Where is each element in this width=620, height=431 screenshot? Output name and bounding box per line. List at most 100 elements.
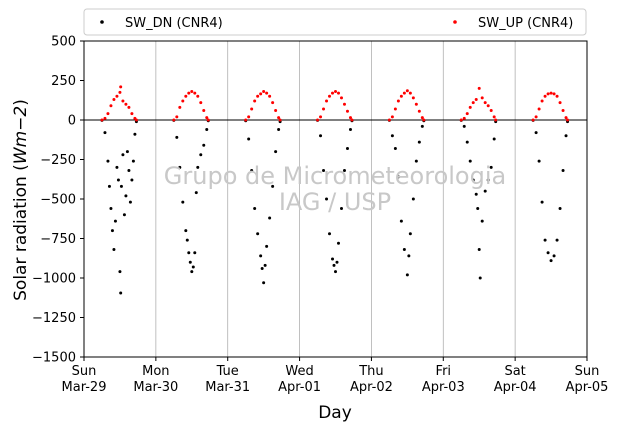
- sw-dn-point: [109, 206, 113, 210]
- sw-up-point: [480, 96, 484, 100]
- sw-up-point: [106, 112, 110, 116]
- legend: SW_DN (CNR4) SW_UP (CNR4): [83, 8, 587, 36]
- sw-dn-point: [106, 159, 110, 163]
- y-tick-label: −750: [40, 232, 76, 247]
- sw-dn-point: [492, 137, 496, 141]
- sw-dn-point: [119, 291, 123, 295]
- sw-up-point: [205, 116, 209, 120]
- sw-up-point: [459, 118, 463, 122]
- y-axis-title: Solar radiation (Wm−2): [11, 99, 31, 301]
- sw-up-point: [462, 116, 466, 120]
- sw-dn-point: [247, 137, 251, 141]
- sw-up-point: [402, 91, 406, 95]
- sw-dn-point: [175, 135, 179, 139]
- x-tick-label-day: Sun: [72, 364, 97, 379]
- sw-up-point: [190, 90, 194, 94]
- sw-dn-point: [549, 259, 553, 263]
- sw-dn-point: [119, 184, 123, 188]
- sw-dn-point: [193, 251, 197, 255]
- sw-up-point: [543, 94, 547, 98]
- sw-dn-point: [124, 194, 128, 198]
- sw-up-point: [411, 96, 415, 100]
- sw-up-point: [342, 102, 346, 106]
- y-tick-label: −250: [40, 153, 76, 168]
- sw-dn-point: [196, 165, 200, 169]
- sw-dn-point: [262, 281, 266, 285]
- sw-up-point: [172, 118, 176, 122]
- sw-up-point: [206, 118, 210, 122]
- sw-dn-point: [471, 178, 475, 182]
- sw-up-point: [109, 104, 113, 108]
- sw-up-point: [328, 94, 332, 98]
- sw-dn-point: [116, 178, 120, 182]
- sw-up-point: [465, 112, 469, 116]
- sw-dn-point: [127, 169, 131, 173]
- sw-dn-point: [268, 216, 272, 220]
- sw-dn-point: [265, 244, 269, 248]
- sw-dn-point: [546, 251, 550, 255]
- x-tick-label-date: Apr-02: [350, 380, 393, 395]
- sw-dn-point: [477, 248, 481, 252]
- sw-dn-point: [202, 143, 206, 147]
- sw-dn-point: [411, 197, 415, 201]
- sw-dn-point: [328, 232, 332, 236]
- sw-up-point: [115, 94, 119, 98]
- sw-up-point: [184, 94, 188, 98]
- x-tick-label-day: Mon: [142, 364, 169, 379]
- sw-dn-point: [107, 184, 111, 188]
- x-tick-label-date: Apr-04: [494, 380, 537, 395]
- sw-up-point: [199, 101, 203, 105]
- sw-up-point: [265, 91, 269, 95]
- sw-up-point: [112, 97, 116, 101]
- watermark-line-2: IAG / USP: [279, 188, 391, 216]
- sw-dn-point: [564, 134, 568, 138]
- sw-up-point: [319, 115, 323, 119]
- sw-dn-point: [125, 150, 129, 154]
- sw-up-point: [334, 90, 337, 94]
- sw-up-point: [417, 109, 421, 113]
- y-tick-label: −1500: [32, 351, 76, 366]
- sw-up-point: [339, 96, 343, 100]
- sw-up-point: [121, 99, 125, 103]
- sw-dn-point: [543, 238, 547, 242]
- x-tick-label-date: Mar-31: [205, 380, 250, 395]
- sw-dn-point: [181, 200, 185, 204]
- sw-up-point: [181, 99, 185, 103]
- sw-up-point: [492, 115, 496, 119]
- sw-up-point: [322, 107, 326, 111]
- sw-up-point: [350, 118, 354, 122]
- sw-up-point: [268, 94, 272, 98]
- sw-up-point: [271, 101, 275, 105]
- y-tick-label: 0: [68, 114, 76, 129]
- sw-up-point: [393, 107, 397, 111]
- sw-up-point: [130, 112, 134, 116]
- sw-dn-point: [110, 229, 114, 233]
- sw-dn-point: [191, 265, 195, 269]
- sw-dn-point: [405, 273, 409, 277]
- x-tick-label-day: Sat: [504, 364, 525, 379]
- sw-up-point: [396, 99, 400, 103]
- x-tick-label-date: Mar-29: [62, 380, 107, 395]
- sw-dn-point: [558, 206, 562, 210]
- sw-dn-point: [393, 146, 397, 150]
- sw-dn-point: [402, 248, 406, 252]
- sw-dn-point: [336, 241, 340, 245]
- sw-up-point: [468, 105, 472, 109]
- sw-dn-point: [253, 206, 257, 210]
- legend-marker-sw-up: [453, 20, 457, 24]
- sw-up-point: [552, 92, 556, 96]
- x-tick-label-day: Thu: [358, 364, 383, 379]
- sw-dn-point: [407, 254, 411, 258]
- sw-up-point: [259, 92, 263, 96]
- sw-dn-point: [335, 260, 339, 264]
- sw-up-point: [494, 118, 498, 122]
- sw-dn-point: [414, 159, 418, 163]
- sw-dn-point: [462, 124, 466, 128]
- sw-dn-point: [194, 191, 198, 195]
- sw-dn-point: [348, 127, 352, 131]
- sw-up-point: [244, 118, 248, 122]
- sw-dn-point: [408, 232, 412, 236]
- sw-dn-point: [199, 153, 203, 157]
- sw-up-point: [531, 118, 535, 122]
